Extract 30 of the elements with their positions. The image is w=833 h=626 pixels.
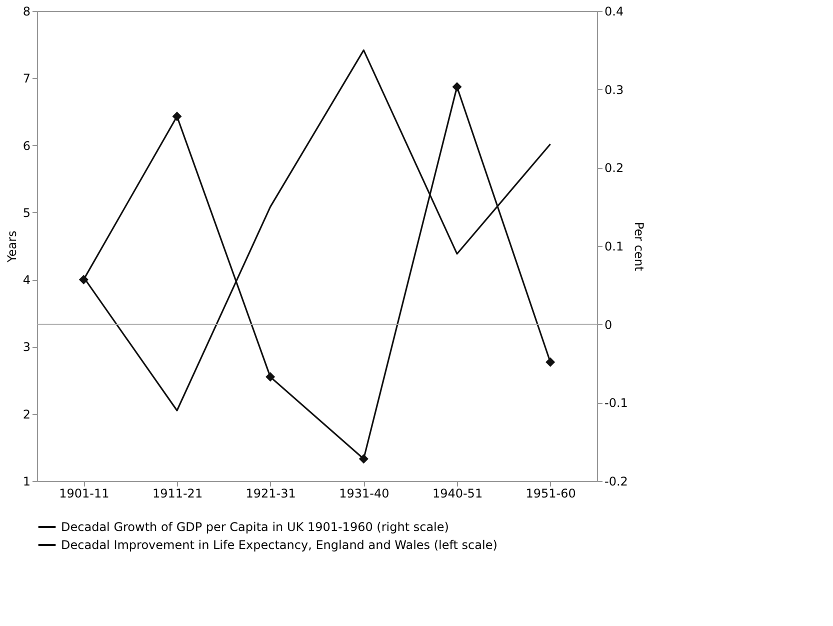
y2-tick-label: -0.1 [604, 396, 628, 410]
y-tick-label: 6 [22, 138, 30, 153]
x-tick-label: 1921-31 [246, 486, 296, 500]
x-tick-label: 1940-51 [432, 486, 483, 500]
point [452, 82, 462, 92]
x-tick-label: 1911-21 [152, 486, 203, 500]
y2-tick-label: 0 [604, 318, 612, 332]
point [172, 112, 182, 122]
point [546, 357, 556, 367]
x-tick-label: 1901-11 [59, 486, 110, 500]
y2-tick-label: 0.2 [604, 161, 624, 176]
y-tick-label: 3 [22, 340, 30, 354]
point [358, 454, 368, 464]
y2-tick-label: 0.4 [604, 4, 624, 18]
y-tick-label: 1 [22, 474, 30, 488]
y-tick-label: 2 [22, 407, 30, 422]
legend-label: Decadal Growth of GDP per Capita in UK 1901-1960 (right scale) [61, 520, 449, 534]
y2-tick-label: 0.1 [604, 240, 624, 254]
x-tick-label: 1931-40 [339, 486, 390, 500]
y2-tick-label: -0.2 [604, 474, 628, 488]
x-tick-label: 1951-60 [526, 486, 576, 500]
point [266, 372, 276, 382]
legend-label: Decadal Improvement in Life Expectancy, England and Wales (left scale) [61, 538, 498, 552]
y2-tick-label: 0.3 [604, 82, 624, 97]
y2-axis-title: Per cent [632, 222, 646, 272]
y-axis-title: Years [4, 230, 19, 264]
y-tick-label: 8 [22, 4, 30, 18]
y-tick-label: 7 [22, 72, 30, 86]
y-tick-label: 4 [22, 273, 30, 288]
y-tick-label: 5 [22, 206, 30, 220]
